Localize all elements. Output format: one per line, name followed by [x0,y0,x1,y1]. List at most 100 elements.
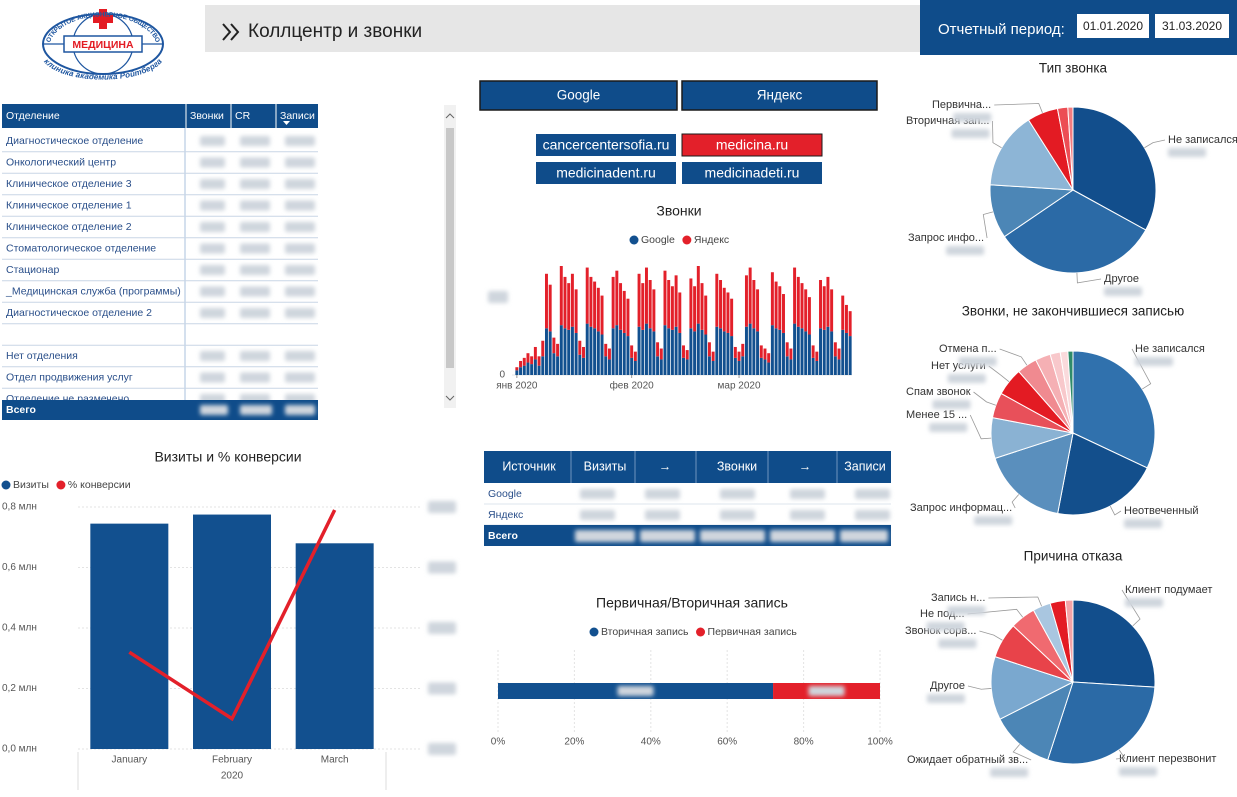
blurred-value [645,510,680,520]
column-header: Источник [502,459,556,473]
scroll-up[interactable] [445,113,455,119]
chart-title: Визиты и % конверсии [154,449,301,465]
bar-segment [622,332,626,375]
bar-segment [815,351,819,361]
site-button[interactable] [682,162,822,184]
x-tick-label: March [321,755,349,766]
scrollbar-thumb[interactable] [446,128,454,368]
bar-segment [793,267,797,324]
date-from: 01.01.2020 [1083,19,1143,33]
bar-segment [552,337,556,354]
bar-segment [841,295,845,330]
bar-segment [804,289,808,332]
blurred-value [1168,148,1206,157]
legend-label: Первичная запись [708,626,798,638]
bar-segment [644,323,648,375]
blurred-value [200,372,225,383]
slice-label: Ожидает обратный зв... [907,754,1028,766]
legend-marker [1,480,11,490]
bar-segment [530,364,534,375]
bar-segment [689,328,693,375]
bar-segment [822,329,826,375]
site-button[interactable] [536,134,676,156]
bar-segment [733,346,737,358]
bar-segment [737,360,741,375]
site-button[interactable] [681,133,823,157]
bar-segment [570,273,574,327]
bar-segment [848,336,852,375]
bar-segment [711,351,715,361]
blurred-value [240,372,270,383]
site-label: medicinadent.ru [556,165,656,181]
bar-segment [774,328,778,375]
date-input[interactable] [1077,14,1149,38]
bar-segment [696,266,700,324]
bar-segment [537,365,541,375]
bar-segment [656,342,660,357]
bar-segment [641,329,645,375]
slice-label: Первична... [932,99,991,111]
bar-segment [733,357,737,375]
leader-line [1011,494,1020,509]
bar-segment [819,280,823,329]
chart-title: Звонки [656,203,701,219]
pie-slice [1067,350,1074,434]
bar-segment [619,329,623,375]
bar-segment [770,325,774,375]
blurred-value [770,530,835,542]
bar-segment [719,280,723,329]
bar-segment [833,356,837,375]
bar-segment [578,354,582,375]
bar-segment [526,353,530,363]
scroll-down[interactable] [445,395,455,401]
bar-segment [752,328,756,375]
bar-segment [837,359,841,375]
table-body: Диагностическое отделение Онкологический … [2,128,318,400]
blurred-value [790,489,825,499]
pie-slice [1067,106,1074,191]
bar-segment [559,325,563,375]
blurred-value [240,286,270,297]
bar-segment [667,280,671,329]
chart-title: Первичная/Вторичная запись [596,595,788,611]
bar-segment [785,356,789,375]
bar-segment [822,286,826,330]
row-label: Нет отделения [6,350,78,362]
engine-button[interactable] [681,80,878,111]
leader-line [969,414,992,440]
bar-segment [567,283,571,330]
bar-segment [604,356,608,375]
bar [193,514,271,749]
blurred-value [200,179,225,189]
leader-line [994,103,1043,113]
bar-segment [548,284,552,332]
engine-button[interactable] [479,80,678,111]
bar-segment [759,357,763,375]
legend-label: % конверсии [68,479,131,491]
blurred-value [947,606,986,615]
column-header: Звонки [717,459,757,473]
slice-label: Спам звонок [906,386,971,398]
bar-segment [611,276,615,329]
bar-segment [744,326,748,375]
table-header [484,451,891,483]
bar-segment [707,356,711,375]
blurred-value [285,372,315,383]
logo-banner [63,35,143,53]
leader-line [979,630,1003,641]
chevron-icon [222,23,240,41]
bar-segment [674,326,678,375]
site-button[interactable] [536,162,676,184]
column-header: Отделение [6,110,60,122]
bar-segment [670,329,674,375]
date-input[interactable] [1155,14,1229,38]
blurred-value [240,157,270,168]
bar-segment [807,334,811,375]
bar-segment [648,328,652,375]
bar-segment [763,359,767,375]
site-label: medicinadeti.ru [705,165,800,181]
bar-segment [541,340,545,357]
slice-label: Другое [930,680,965,692]
blurred-value [200,405,228,415]
blurred-value [200,286,225,297]
